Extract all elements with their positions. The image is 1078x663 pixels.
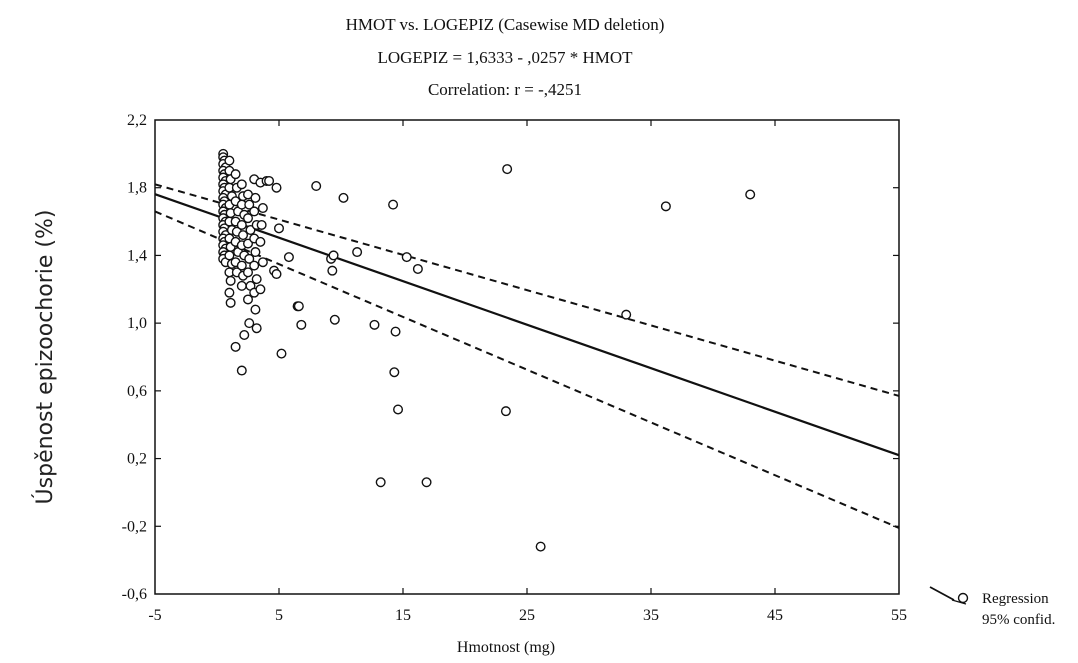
y-tick-label: 0,2 <box>127 451 147 468</box>
x-tick-label: 45 <box>767 607 783 624</box>
data-point <box>276 348 287 359</box>
regression-line-group <box>154 193 900 457</box>
y-tick-label: 1,4 <box>127 247 147 264</box>
data-point <box>250 304 261 315</box>
data-point <box>412 263 423 274</box>
confidence-band <box>154 183 900 529</box>
data-point <box>274 223 285 234</box>
legend-regression-symbol <box>929 586 955 601</box>
data-point <box>249 206 260 217</box>
data-point <box>271 182 282 193</box>
data-point <box>535 541 546 552</box>
x-tick-label: -5 <box>148 607 161 624</box>
x-tick-label: 55 <box>891 607 907 624</box>
data-point <box>244 253 255 264</box>
data-point <box>329 314 340 325</box>
data-point <box>328 250 339 261</box>
data-point <box>271 269 282 280</box>
data-point <box>236 260 247 271</box>
data-point <box>327 265 338 276</box>
y-tick-label: -0,6 <box>122 586 147 603</box>
data-point <box>250 247 261 258</box>
x-tick-label: 25 <box>519 607 535 624</box>
data-point <box>225 297 236 308</box>
chart-title: HMOT vs. LOGEPIZ (Casewise MD deletion) <box>346 15 665 34</box>
data-point <box>249 260 260 271</box>
data-point <box>236 280 247 291</box>
data-point <box>401 252 412 263</box>
data-point <box>239 329 250 340</box>
data-point <box>257 257 268 268</box>
data-points <box>218 148 756 552</box>
legend-regression-label: Regression <box>982 591 1049 607</box>
data-point <box>375 477 386 488</box>
y-tick-label: -0,2 <box>122 518 147 535</box>
data-point <box>421 477 432 488</box>
x-tick-label: 15 <box>395 607 411 624</box>
data-point <box>393 404 404 415</box>
data-point <box>251 274 262 285</box>
data-point <box>745 189 756 200</box>
data-point <box>250 192 261 203</box>
data-point <box>293 301 304 312</box>
data-point <box>660 201 671 212</box>
chart-header: HMOT vs. LOGEPIZ (Casewise MD deletion) … <box>346 15 665 99</box>
confidence-lower-line <box>154 210 900 529</box>
x-tick-label: 35 <box>643 607 659 624</box>
data-point <box>390 326 401 337</box>
data-point <box>242 267 253 278</box>
data-point <box>256 219 267 230</box>
data-point <box>388 199 399 210</box>
data-point <box>236 179 247 190</box>
data-point <box>244 318 255 329</box>
x-axis: -5 5 15 25 35 45 55 <box>148 120 907 624</box>
data-point <box>311 181 322 192</box>
data-point <box>242 294 253 305</box>
data-point <box>225 275 236 286</box>
plot-frame <box>154 119 900 595</box>
y-axis-title: Úspěnost epizoochorie (%) <box>32 210 58 505</box>
data-point <box>244 199 255 210</box>
data-point <box>352 247 363 258</box>
data-point <box>369 319 380 330</box>
data-point <box>238 230 249 241</box>
confidence-upper-line <box>154 183 900 397</box>
data-point <box>500 406 511 417</box>
data-point <box>296 319 307 330</box>
chart-equation: LOGEPIZ = 1,6333 - ,0257 * HMOT <box>377 48 633 67</box>
data-point <box>224 155 235 166</box>
data-point <box>255 236 266 247</box>
data-point <box>230 341 241 352</box>
data-point <box>224 287 235 298</box>
legend-confid-symbol <box>951 599 967 605</box>
data-point <box>251 323 262 334</box>
data-point <box>621 309 632 320</box>
data-point <box>236 219 247 230</box>
data-point <box>255 284 266 295</box>
legend-marker-icon <box>957 592 969 604</box>
data-point <box>230 169 241 180</box>
legend-confid-label: 95% confid. <box>982 612 1055 628</box>
x-axis-title: Hmotnost (mg) <box>457 639 555 656</box>
y-tick-label: 2,2 <box>127 112 147 129</box>
x-tick-label: 5 <box>275 607 283 624</box>
y-tick-label: 0,6 <box>127 383 147 400</box>
data-point <box>389 367 400 378</box>
data-point <box>338 192 349 203</box>
data-point <box>257 203 268 214</box>
data-point <box>236 365 247 376</box>
legend: Regression 95% confid. <box>929 586 1055 628</box>
data-point <box>242 213 253 224</box>
data-point <box>502 164 513 175</box>
y-tick-label: 1,8 <box>127 180 147 197</box>
chart-correlation: Correlation: r = -,4251 <box>428 80 582 99</box>
y-axis: -0,6 -0,2 0,2 0,6 1,0 1,4 1,8 2,2 <box>122 112 899 603</box>
y-tick-label: 1,0 <box>127 315 147 332</box>
regression-line <box>154 193 900 457</box>
data-point <box>283 252 294 263</box>
data-point <box>264 175 275 186</box>
